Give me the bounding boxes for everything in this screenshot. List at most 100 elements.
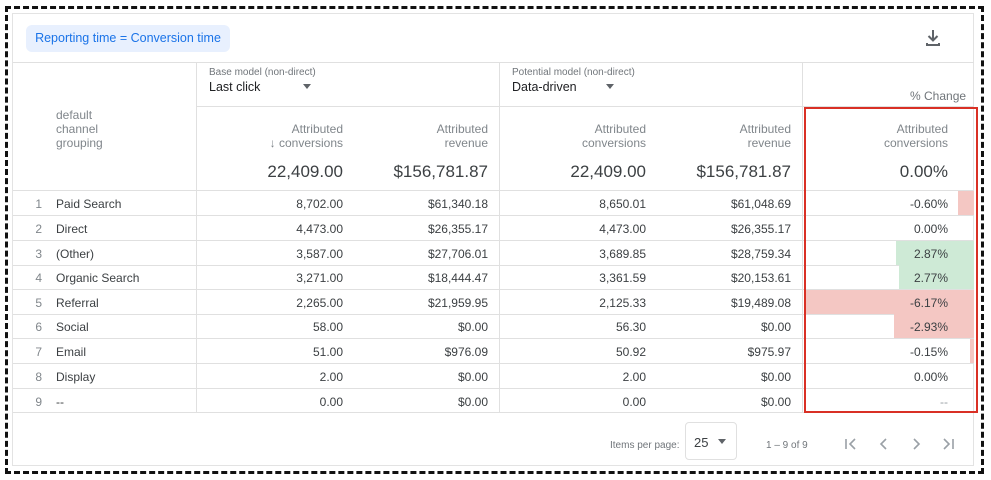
base-model-value: Last click [209, 80, 261, 94]
row-number: 8 [35, 370, 42, 384]
row-divider [13, 289, 974, 290]
row-divider [13, 215, 974, 216]
last-page-icon[interactable] [940, 436, 956, 452]
potential-model-label: Potential model (non-direct) [512, 67, 635, 78]
pct-change-title: % Change [910, 89, 967, 103]
header-line: Attributed [739, 122, 791, 136]
potential-conversions: 3,689.85 [599, 247, 646, 261]
base-revenue: $61,340.18 [427, 197, 488, 211]
header-line: grouping [56, 136, 103, 150]
column-header-change-conversions[interactable]: Attributed conversions [847, 122, 948, 150]
column-separator [499, 62, 500, 413]
row-number: 3 [35, 247, 42, 261]
column-header-base-conversions[interactable]: Attributed ↓ conversions [242, 122, 343, 150]
channel-name: Organic Search [56, 271, 140, 285]
next-page-icon[interactable] [908, 436, 924, 452]
row-number: 6 [35, 320, 42, 334]
column-header-channel[interactable]: default channel grouping [56, 108, 103, 150]
potential-conversions: 50.92 [615, 345, 646, 359]
header-line: conversions [581, 136, 646, 150]
column-header-potential-conversions[interactable]: Attributed conversions [545, 122, 646, 150]
change-value: -0.15% [909, 345, 948, 359]
base-conversions: 51.00 [312, 345, 343, 359]
potential-conversions: 4,473.00 [599, 222, 646, 236]
row-number: 1 [35, 197, 42, 211]
change-bar [894, 314, 974, 338]
change-value: 2.77% [913, 271, 948, 285]
column-header-base-revenue[interactable]: Attributed revenue [388, 122, 488, 150]
attribution-table-card [12, 13, 974, 466]
row-divider [13, 338, 974, 339]
base-conversions: 3,587.00 [296, 247, 343, 261]
channel-name: Email [56, 345, 87, 359]
column-header-potential-revenue[interactable]: Attributed revenue [690, 122, 791, 150]
total-base-revenue: $156,781.87 [393, 162, 488, 181]
channel-name: Referral [56, 296, 99, 310]
change-bar [958, 191, 974, 215]
row-number: 2 [35, 222, 42, 236]
base-revenue: $26,355.17 [427, 222, 488, 236]
items-per-page-select[interactable]: 25 [685, 422, 737, 460]
channel-name: -- [56, 395, 64, 409]
base-conversions: 4,473.00 [296, 222, 343, 236]
total-potential-revenue: $156,781.87 [696, 162, 791, 181]
channel-name: Paid Search [56, 197, 122, 211]
change-column-highlight [804, 107, 978, 413]
header-line: conversions [883, 136, 948, 150]
header-line: Attributed [291, 122, 343, 136]
base-revenue: $0.00 [457, 320, 488, 334]
potential-revenue: $19,489.08 [730, 296, 791, 310]
chevron-down-icon [303, 84, 311, 89]
download-icon[interactable] [922, 27, 944, 49]
page-range: 1 – 9 of 9 [766, 440, 808, 451]
header-line: Attributed [594, 122, 646, 136]
row-divider [13, 314, 974, 315]
change-bar [806, 290, 974, 314]
row-divider [13, 412, 974, 413]
reporting-time-chip[interactable]: Reporting time = Conversion time [26, 25, 230, 52]
base-revenue: $27,706.01 [427, 247, 488, 261]
change-value: 0.00% [913, 370, 948, 384]
dashed-outline [5, 6, 984, 474]
base-conversions: 8,702.00 [296, 197, 343, 211]
base-conversions: 58.00 [312, 320, 343, 334]
potential-conversions: 56.30 [615, 320, 646, 334]
base-revenue: $0.00 [457, 395, 488, 409]
first-page-icon[interactable] [843, 436, 859, 452]
potential-revenue: $975.97 [747, 345, 791, 359]
total-potential-conversions: 22,409.00 [570, 162, 646, 181]
base-conversions: 2,265.00 [296, 296, 343, 310]
header-line: default [56, 108, 93, 122]
row-number: 4 [35, 271, 42, 285]
header-line-text: conversions [278, 136, 343, 150]
channel-name: (Other) [56, 247, 95, 261]
row-divider [13, 265, 974, 266]
items-per-page-value: 25 [694, 435, 709, 450]
column-separator [802, 62, 803, 413]
header-line: channel [56, 122, 99, 136]
header-divider-bottom [13, 190, 974, 191]
change-value: -2.93% [909, 320, 948, 334]
potential-conversions: 0.00 [622, 395, 646, 409]
base-conversions: 0.00 [319, 395, 343, 409]
base-revenue: $0.00 [457, 370, 488, 384]
row-number: 7 [35, 345, 42, 359]
header-line: revenue [444, 136, 488, 150]
potential-revenue: $26,355.17 [730, 222, 791, 236]
base-conversions: 2.00 [319, 370, 343, 384]
potential-revenue: $28,759.34 [730, 247, 791, 261]
row-number: 5 [35, 296, 42, 310]
previous-page-icon[interactable] [876, 436, 892, 452]
potential-conversions: 2,125.33 [599, 296, 646, 310]
channel-name: Direct [56, 222, 88, 236]
potential-conversions: 2.00 [622, 370, 646, 384]
header-line: Attributed [436, 122, 488, 136]
potential-revenue: $61,048.69 [730, 197, 791, 211]
row-divider [13, 240, 974, 241]
base-revenue: $976.09 [444, 345, 488, 359]
row-divider [13, 388, 974, 389]
header-divider-top [13, 62, 974, 63]
potential-revenue: $20,153.61 [730, 271, 791, 285]
potential-revenue: $0.00 [760, 320, 791, 334]
arrow-down-icon: ↓ [269, 136, 276, 150]
